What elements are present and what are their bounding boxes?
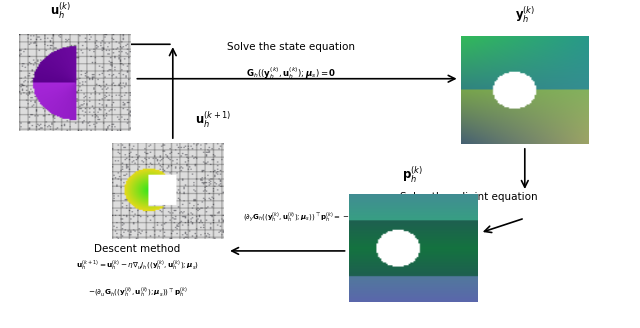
Text: $(\partial_y \mathbf{G}_h((\mathbf{y}_h^{(k)}, \mathbf{u}_h^{(k)}); \boldsymbol{: $(\partial_y \mathbf{G}_h((\mathbf{y}_h^…	[243, 210, 414, 225]
Text: Solve the adjoint equation: Solve the adjoint equation	[400, 192, 538, 202]
Text: Descent method: Descent method	[95, 244, 180, 254]
Text: $\mathbf{G}_h((\mathbf{y}_h^{(k)}, \mathbf{u}_h^{(k)}); \boldsymbol{\mu}_s) = \m: $\mathbf{G}_h((\mathbf{y}_h^{(k)}, \math…	[246, 66, 337, 81]
Text: $-(\partial_u \mathbf{G}_h((\mathbf{y}_h^{(k)}, \mathbf{u}_h^{(k)}); \boldsymbol: $-(\partial_u \mathbf{G}_h((\mathbf{y}_h…	[88, 285, 188, 300]
Text: $\mathbf{p}_h^{(k)}$: $\mathbf{p}_h^{(k)}$	[403, 165, 423, 185]
Text: $\mathbf{u}_h^{(k)}$: $\mathbf{u}_h^{(k)}$	[51, 1, 71, 21]
Text: $\mathbf{y}_h^{(k)}$: $\mathbf{y}_h^{(k)}$	[515, 4, 535, 25]
Text: $\mathbf{u}_h^{(k+1)}$: $\mathbf{u}_h^{(k+1)}$	[195, 109, 232, 130]
Text: Solve the state equation: Solve the state equation	[227, 43, 355, 52]
Text: $\mathbf{u}_h^{(k+1)} = \mathbf{u}_h^{(k)} - \eta\nabla_u J_h((\mathbf{y}_h^{(k): $\mathbf{u}_h^{(k+1)} = \mathbf{u}_h^{(k…	[76, 259, 199, 274]
